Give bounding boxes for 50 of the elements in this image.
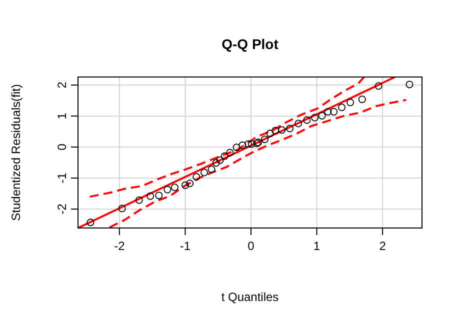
point bbox=[155, 192, 163, 200]
point bbox=[146, 192, 154, 200]
point bbox=[118, 204, 126, 212]
x-tick-label: -2 bbox=[114, 239, 126, 253]
x-tick-label: 2 bbox=[379, 239, 386, 253]
point bbox=[186, 180, 194, 188]
point bbox=[318, 112, 326, 120]
point bbox=[303, 116, 311, 124]
y-tick-label: -1 bbox=[55, 172, 69, 184]
point bbox=[212, 159, 220, 167]
point bbox=[192, 173, 200, 181]
chart-title: Q-Q Plot bbox=[222, 36, 279, 52]
y-axis-title: Studentized Residuals(fit) bbox=[9, 84, 23, 221]
x-axis-title: t Quantiles bbox=[221, 290, 279, 304]
point bbox=[261, 136, 269, 144]
point bbox=[294, 120, 302, 128]
point bbox=[311, 114, 319, 122]
point bbox=[286, 124, 294, 132]
point bbox=[338, 104, 346, 112]
point bbox=[266, 130, 274, 138]
point bbox=[374, 82, 382, 90]
x-tick-label: 1 bbox=[313, 239, 320, 253]
point bbox=[324, 108, 332, 116]
y-tick-label: -2 bbox=[55, 203, 69, 214]
point bbox=[406, 80, 414, 88]
point bbox=[232, 144, 240, 152]
point bbox=[86, 218, 94, 226]
point bbox=[238, 141, 246, 149]
x-tick-label: 0 bbox=[248, 239, 255, 253]
point bbox=[208, 166, 216, 174]
point bbox=[181, 181, 189, 189]
point bbox=[278, 126, 286, 134]
point bbox=[346, 98, 354, 106]
y-tick-label: 1 bbox=[55, 112, 69, 120]
line-series bbox=[108, 98, 408, 228]
point bbox=[330, 108, 338, 116]
point bbox=[358, 96, 366, 104]
point bbox=[164, 186, 172, 194]
point bbox=[216, 156, 224, 164]
point bbox=[244, 140, 252, 148]
x-tick-label: -1 bbox=[180, 239, 191, 253]
point bbox=[226, 148, 234, 156]
point bbox=[170, 184, 178, 192]
y-tick-label: 2 bbox=[55, 81, 69, 88]
y-tick-label: 0 bbox=[55, 143, 69, 150]
point bbox=[135, 196, 143, 204]
point bbox=[272, 126, 280, 134]
point bbox=[248, 140, 256, 148]
point bbox=[220, 152, 228, 160]
point bbox=[200, 168, 208, 176]
